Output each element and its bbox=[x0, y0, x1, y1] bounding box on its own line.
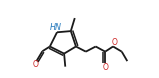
Text: O: O bbox=[102, 63, 108, 72]
Text: O: O bbox=[33, 60, 39, 69]
Text: O: O bbox=[111, 38, 117, 47]
Text: HN: HN bbox=[50, 23, 62, 32]
